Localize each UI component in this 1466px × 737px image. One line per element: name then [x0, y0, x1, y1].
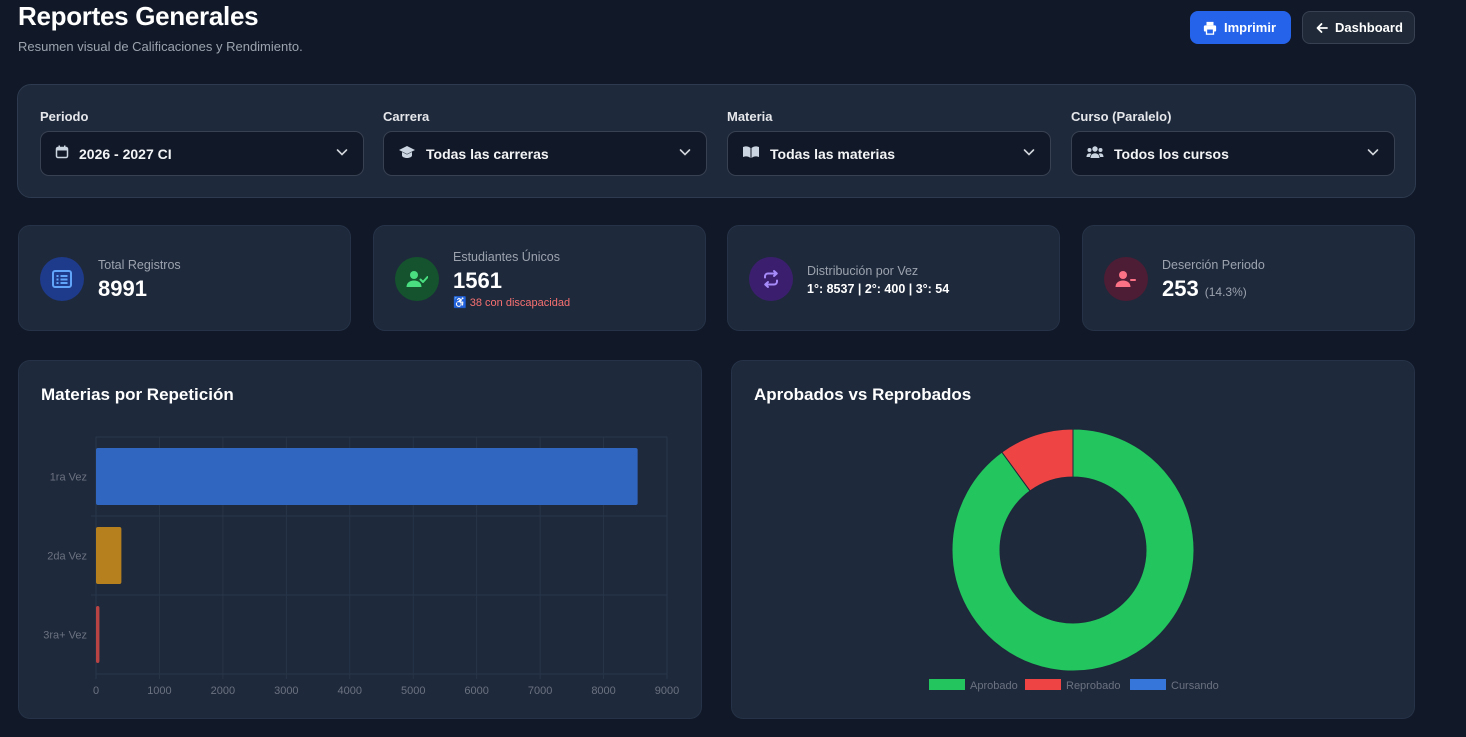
- x-tick-label: 8000: [591, 685, 615, 697]
- print-button[interactable]: Imprimir: [1190, 11, 1291, 44]
- book-icon: [742, 145, 760, 162]
- x-tick-label: 4000: [338, 685, 362, 697]
- stat-distribution-value: 1°: 8537 | 2°: 400 | 3°: 54: [807, 282, 950, 296]
- subject-select[interactable]: Todas las materias: [727, 131, 1051, 176]
- chevron-down-icon: [1366, 145, 1380, 162]
- y-tick-label: 1ra Vez: [50, 472, 87, 484]
- stat-card-total: Total Registros 8991: [18, 225, 351, 331]
- career-select[interactable]: Todas las carreras: [383, 131, 707, 176]
- career-select-value: Todas las carreras: [426, 145, 549, 162]
- donut-slice: [1001, 428, 1074, 492]
- x-tick-label: 9000: [655, 685, 679, 697]
- stat-card-dropout: Deserción Periodo 253 (14.3%): [1082, 225, 1415, 331]
- course-filter-label: Curso (Paralelo): [1071, 109, 1172, 124]
- page-subtitle: Resumen visual de Calificaciones y Rendi…: [18, 39, 303, 54]
- print-button-label: Imprimir: [1224, 20, 1277, 35]
- printer-icon: [1203, 21, 1217, 35]
- stat-distribution-label: Distribución por Vez: [807, 264, 919, 278]
- x-tick-label: 5000: [401, 685, 425, 697]
- course-select-value: Todos los cursos: [1114, 145, 1229, 162]
- calendar-icon: [55, 145, 69, 162]
- stat-students-label: Estudiantes Únicos: [453, 250, 561, 264]
- x-tick-label: 1000: [147, 685, 171, 697]
- legend-label: Aprobado: [970, 680, 1018, 692]
- arrow-left-icon: [1316, 22, 1328, 34]
- approval-chart-panel: Aprobados vs Reprobados Aprobado Reprobad…: [731, 360, 1415, 719]
- dashboard-button-label: Dashboard: [1335, 20, 1403, 35]
- users-icon: [1086, 145, 1104, 162]
- y-tick-label: 2da Vez: [47, 551, 87, 563]
- dashboard-button[interactable]: Dashboard: [1302, 11, 1415, 44]
- chevron-down-icon: [335, 145, 349, 162]
- career-filter-label: Carrera: [383, 109, 430, 124]
- bar: [96, 606, 100, 663]
- repetition-chart-title: Materias por Repetición: [41, 385, 234, 404]
- subject-filter-label: Materia: [727, 109, 773, 124]
- chevron-down-icon: [678, 145, 692, 162]
- legend-label: Reprobado: [1066, 680, 1120, 692]
- approval-chart-title: Aprobados vs Reprobados: [754, 385, 972, 404]
- stat-card-students: Estudiantes Únicos 1561 ♿ 38 con discapa…: [373, 225, 706, 331]
- subject-select-value: Todas las materias: [770, 145, 896, 162]
- user-check-icon: [395, 257, 439, 301]
- legend-label: Cursando: [1171, 680, 1219, 692]
- course-select[interactable]: Todos los cursos: [1071, 131, 1395, 176]
- repetition-bar-chart: 0 1000 2000 3000 4000 5000 6000 7000 8000 9000 1ra…: [43, 436, 679, 697]
- approval-donut-chart: Aprobado Reprobado Cursando: [929, 428, 1219, 692]
- x-tick-label: 2000: [211, 685, 235, 697]
- repetition-chart-panel: Materias por Repetición 0 1000 2000 3000 400…: [18, 360, 702, 719]
- period-select[interactable]: 2026 - 2027 CI: [40, 131, 364, 176]
- x-tick-label: 3000: [274, 685, 298, 697]
- bar: [96, 527, 122, 584]
- period-filter-label: Periodo: [40, 109, 89, 124]
- x-tick-label: 0: [93, 685, 99, 697]
- stat-dropout-value: 253: [1162, 276, 1199, 301]
- stat-card-distribution: Distribución por Vez 1°: 8537 | 2°: 400 …: [727, 225, 1060, 331]
- chevron-down-icon: [1022, 145, 1036, 162]
- stat-dropout-value-line: 253 (14.3%): [1162, 276, 1247, 302]
- stat-students-value: 1561: [453, 268, 502, 293]
- filters-panel: Periodo 2026 - 2027 CI Carrera Todas las…: [17, 84, 1416, 198]
- legend-swatch: [1025, 679, 1061, 690]
- period-select-value: 2026 - 2027 CI: [79, 145, 172, 162]
- stat-dropout-label: Deserción Periodo: [1162, 258, 1265, 272]
- stat-students-sub-text: 38 con discapacidad: [469, 297, 571, 309]
- donut-slice: [951, 428, 1195, 672]
- page-title: Reportes Generales: [18, 1, 259, 31]
- repeat-icon: [749, 257, 793, 301]
- user-minus-icon: [1104, 257, 1148, 301]
- x-tick-label: 7000: [528, 685, 552, 697]
- stat-dropout-percent: (14.3%): [1204, 285, 1247, 299]
- legend-swatch: [1130, 679, 1166, 690]
- wheelchair-icon: ♿: [453, 297, 467, 309]
- x-tick-label: 6000: [464, 685, 488, 697]
- list-icon: [40, 257, 84, 301]
- bar: [96, 448, 638, 505]
- graduation-cap-icon: [398, 145, 416, 162]
- y-tick-label: 3ra+ Vez: [43, 630, 87, 642]
- legend-swatch: [929, 679, 965, 690]
- stat-total-label: Total Registros: [98, 258, 181, 272]
- stat-students-sub: ♿ 38 con discapacidad: [453, 296, 570, 309]
- stat-total-value: 8991: [98, 276, 147, 301]
